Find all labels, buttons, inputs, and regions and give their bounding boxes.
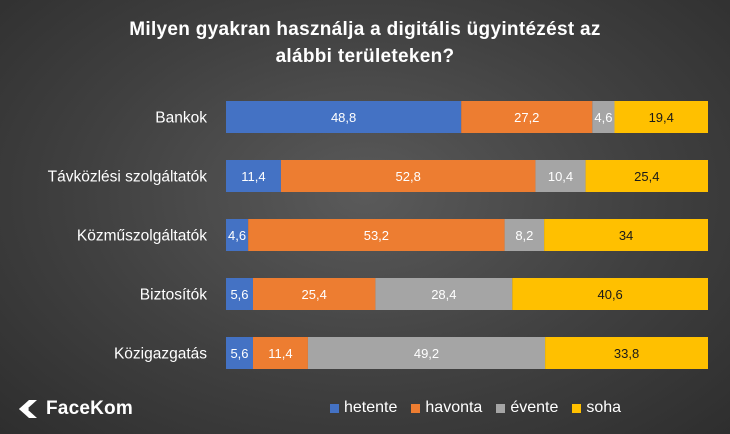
chart-title-line-2: alábbi területeken? [275,46,455,67]
bar-segment [545,337,708,369]
data-label: 25,4 [634,169,659,184]
bar-segment [504,219,545,251]
bar-segment [248,219,505,251]
category-label: Távközlési szolgáltatók [48,169,208,186]
bar-segment [226,101,462,133]
facekom-logo-icon [19,400,37,418]
chart-title: Milyen gyakran használja a digitális ügy… [0,16,730,70]
legend-swatch [572,403,582,413]
legend-swatch [496,403,506,413]
bar-segment [226,219,249,251]
data-label: 53,2 [364,228,389,243]
legend-label: havonta [425,399,483,416]
legend-label: soha [586,399,622,416]
data-label: 27,2 [514,110,539,125]
category-label: Közműszolgáltatók [77,228,207,245]
bar-segment [252,278,376,310]
data-label: 34 [619,228,633,243]
bar-segment [544,219,708,251]
data-label: 48,8 [331,110,356,125]
data-label: 19,4 [649,110,674,125]
data-label: 4,6 [594,110,612,125]
data-label: 11,4 [241,169,265,184]
data-label: 52,8 [396,169,421,184]
bar-segment [307,337,546,369]
legend-item: évente [496,399,558,417]
legend-label: hetente [344,399,398,416]
legend-swatch [330,403,339,413]
bar-segment [461,101,593,133]
facekom-logo: FaceKom [16,396,133,422]
data-label: 5,6 [230,287,248,302]
chart-legend: hetente havonta évente soha [330,399,621,417]
bar-segment [512,278,708,310]
legend-item: hetente [330,399,397,417]
data-label: 40,6 [597,287,622,302]
category-label: Biztosítók [140,287,207,304]
bar-segment [226,278,253,310]
category-label: Közigazgatás [114,346,207,363]
data-label: 33,8 [614,346,639,361]
data-label: 11,4 [268,346,292,361]
data-label: 8,2 [515,228,533,243]
data-label: 10,4 [548,169,573,184]
bar-segment [375,278,513,310]
bar-segment [226,337,253,369]
bar-segment [592,101,615,133]
data-label: 4,6 [228,228,246,243]
legend-item: soha [572,399,621,417]
bar-segment [280,160,536,192]
legend-label: évente [510,399,559,416]
data-label: 49,2 [414,346,439,361]
data-label: 28,4 [431,287,456,302]
bar-segment [226,160,281,192]
bar-segment [535,160,586,192]
chart-title-line-1: Milyen gyakran használja a digitális ügy… [129,19,601,40]
legend-item: havonta [411,399,482,417]
bar-segment [614,101,708,133]
data-label: 5,6 [230,346,248,361]
legend-swatch [411,403,421,413]
data-label: 25,4 [302,287,327,302]
bar-segment [252,337,308,369]
bar-segment [585,160,708,192]
category-label: Bankok [155,110,207,127]
logo-text: FaceKom [46,398,133,419]
